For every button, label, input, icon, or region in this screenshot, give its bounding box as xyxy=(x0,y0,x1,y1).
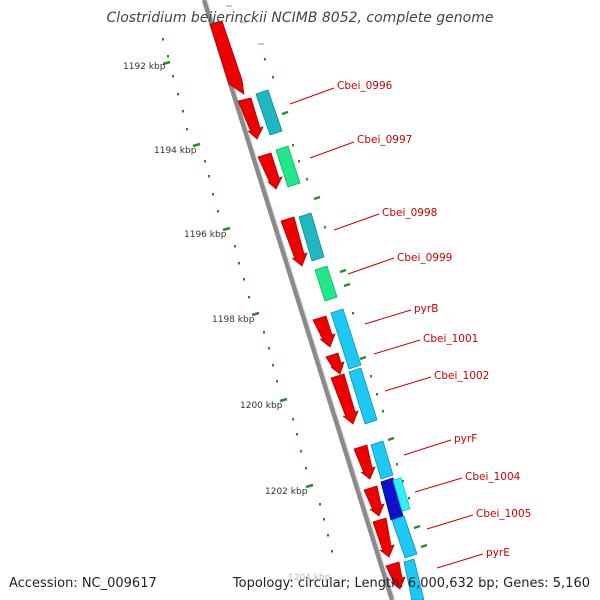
cds-arrow xyxy=(257,152,283,190)
feature-track xyxy=(255,89,425,600)
gene-label-cbei-1002: Cbei_1002 xyxy=(434,370,489,382)
gene-label-pyrb: pyrB xyxy=(414,303,438,315)
cds-track xyxy=(209,20,406,590)
cds-arrow xyxy=(312,315,336,348)
cds-arrow xyxy=(280,216,308,267)
cds-arrow xyxy=(363,485,385,517)
gene-label-cbei-1005: Cbei_1005 xyxy=(476,508,531,520)
feature-block xyxy=(330,308,362,370)
cds-arrow xyxy=(353,444,376,480)
inner-ruler-dots xyxy=(264,58,410,500)
leader-lines xyxy=(289,87,484,569)
ruler-label-1196: 1196 kbp xyxy=(184,230,227,240)
ruler-label-1192: 1192 kbp xyxy=(123,62,166,72)
feature-block xyxy=(391,515,418,559)
faint-marks xyxy=(226,5,264,45)
summary-text: Topology: circular; Length: 6,000,632 bp… xyxy=(232,576,590,591)
ruler-label-1200: 1200 kbp xyxy=(240,401,283,411)
map-title: Clostridium beijerinckii NCIMB 8052, com… xyxy=(107,10,494,26)
outer-ruler-dots xyxy=(162,38,333,553)
gene-label-cbei-0997: Cbei_0997 xyxy=(357,134,412,146)
cds-arrow xyxy=(237,97,264,140)
cds-arrow xyxy=(325,352,345,375)
feature-block xyxy=(370,440,394,480)
gene-label-pyrf: pyrF xyxy=(454,433,477,445)
ruler-label-1198: 1198 kbp xyxy=(212,315,255,325)
ruler-label-1202: 1202 kbp xyxy=(265,487,308,497)
cds-arrow xyxy=(385,561,406,590)
ruler-label-1194: 1194 kbp xyxy=(154,146,197,156)
feature-block xyxy=(314,265,338,302)
gene-label-cbei-1001: Cbei_1001 xyxy=(423,333,478,345)
gene-label-cbei-0996: Cbei_0996 xyxy=(337,80,393,92)
feature-block xyxy=(392,477,411,512)
feature-block xyxy=(298,212,325,262)
inner-ruler-dashes xyxy=(281,110,428,549)
gene-label-cbei-1004: Cbei_1004 xyxy=(465,471,521,483)
feature-block xyxy=(255,89,283,136)
gene-label-pyre: pyrE xyxy=(486,547,510,559)
cds-arrow xyxy=(209,20,245,95)
cds-arrow xyxy=(330,373,359,425)
gene-label-cbei-0998: Cbei_0998 xyxy=(382,207,437,219)
feature-block xyxy=(403,558,425,600)
ruler-label-1204: 1204 kbp xyxy=(288,573,331,583)
feature-block xyxy=(275,145,301,188)
outer-ruler-major-ticks xyxy=(162,60,314,489)
accession-text: Accession: NC_009617 xyxy=(9,576,157,591)
gene-label-cbei-0999: Cbei_0999 xyxy=(397,252,452,264)
feature-block xyxy=(348,367,378,425)
cds-arrow xyxy=(372,517,395,558)
